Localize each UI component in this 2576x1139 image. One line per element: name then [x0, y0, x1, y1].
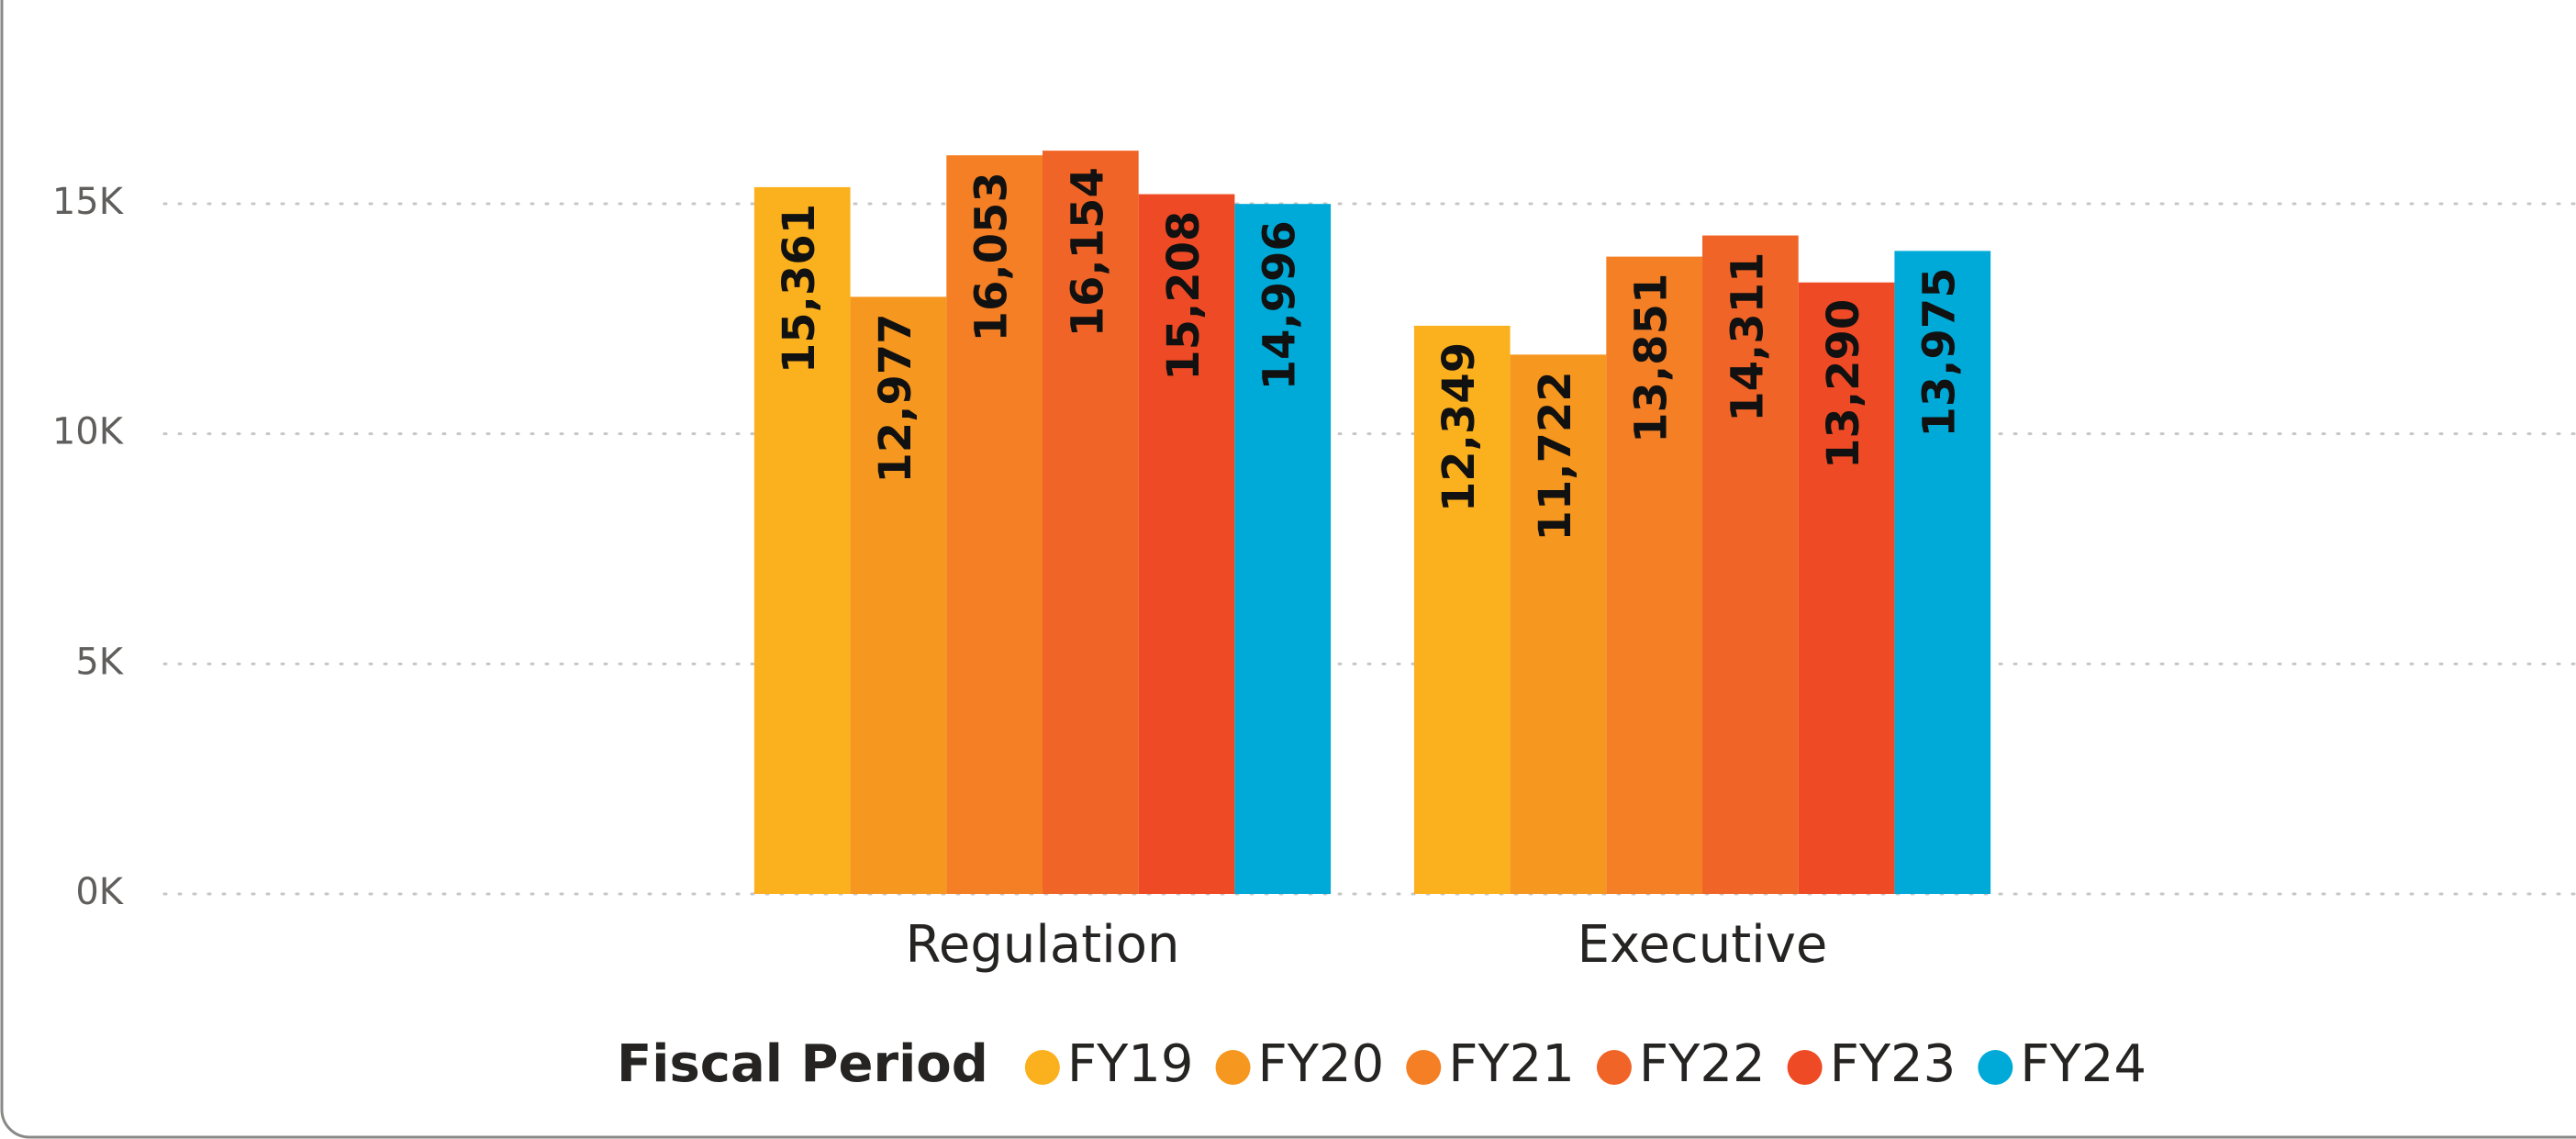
bar	[1702, 235, 1799, 894]
legend-label: FY24	[2020, 1034, 2147, 1094]
value-label: 12,349	[1433, 342, 1485, 512]
x-tick-label: Regulation	[905, 915, 1179, 975]
y-tick-label: 10K	[52, 411, 125, 453]
legend-marker	[1978, 1050, 2013, 1085]
bar	[1798, 282, 1895, 894]
value-label: 15,361	[774, 204, 825, 374]
legend-marker	[1787, 1050, 1823, 1085]
legend-label: FY21	[1448, 1034, 1575, 1094]
bar	[1606, 256, 1702, 894]
y-tick-label: 15K	[52, 181, 125, 223]
legend-marker	[1596, 1050, 1632, 1085]
bar	[1043, 151, 1139, 895]
legend-label: FY22	[1639, 1034, 1766, 1094]
bar	[1234, 204, 1332, 894]
bar	[753, 186, 851, 895]
bar	[850, 296, 947, 894]
x-tick-label: Executive	[1578, 915, 1828, 975]
bar	[1138, 194, 1235, 894]
value-label: 15,208	[1158, 211, 1210, 381]
value-label: 13,290	[1818, 299, 1869, 469]
bar	[1894, 251, 1991, 894]
legend-title: Fiscal Period	[617, 1034, 988, 1094]
legend-label: FY23	[1830, 1034, 1957, 1094]
legend-marker	[1024, 1050, 1060, 1085]
value-label: 14,311	[1722, 252, 1773, 422]
y-tick-label: 0K	[75, 871, 124, 913]
value-label: 16,053	[966, 172, 1018, 341]
legend-label: FY19	[1067, 1034, 1194, 1094]
value-label: 12,977	[870, 313, 921, 483]
bar	[1510, 354, 1607, 895]
value-label: 13,851	[1626, 274, 1678, 443]
bar	[1413, 325, 1511, 895]
value-label: 13,975	[1914, 267, 1966, 437]
bar	[946, 155, 1043, 894]
y-tick-label: 5K	[75, 641, 124, 683]
value-label: 16,154	[1062, 167, 1113, 337]
legend-marker	[1406, 1050, 1442, 1085]
value-label: 14,996	[1255, 220, 1306, 390]
legend-marker	[1215, 1050, 1251, 1085]
legend-label: FY20	[1258, 1034, 1385, 1094]
value-label: 11,722	[1530, 371, 1581, 541]
